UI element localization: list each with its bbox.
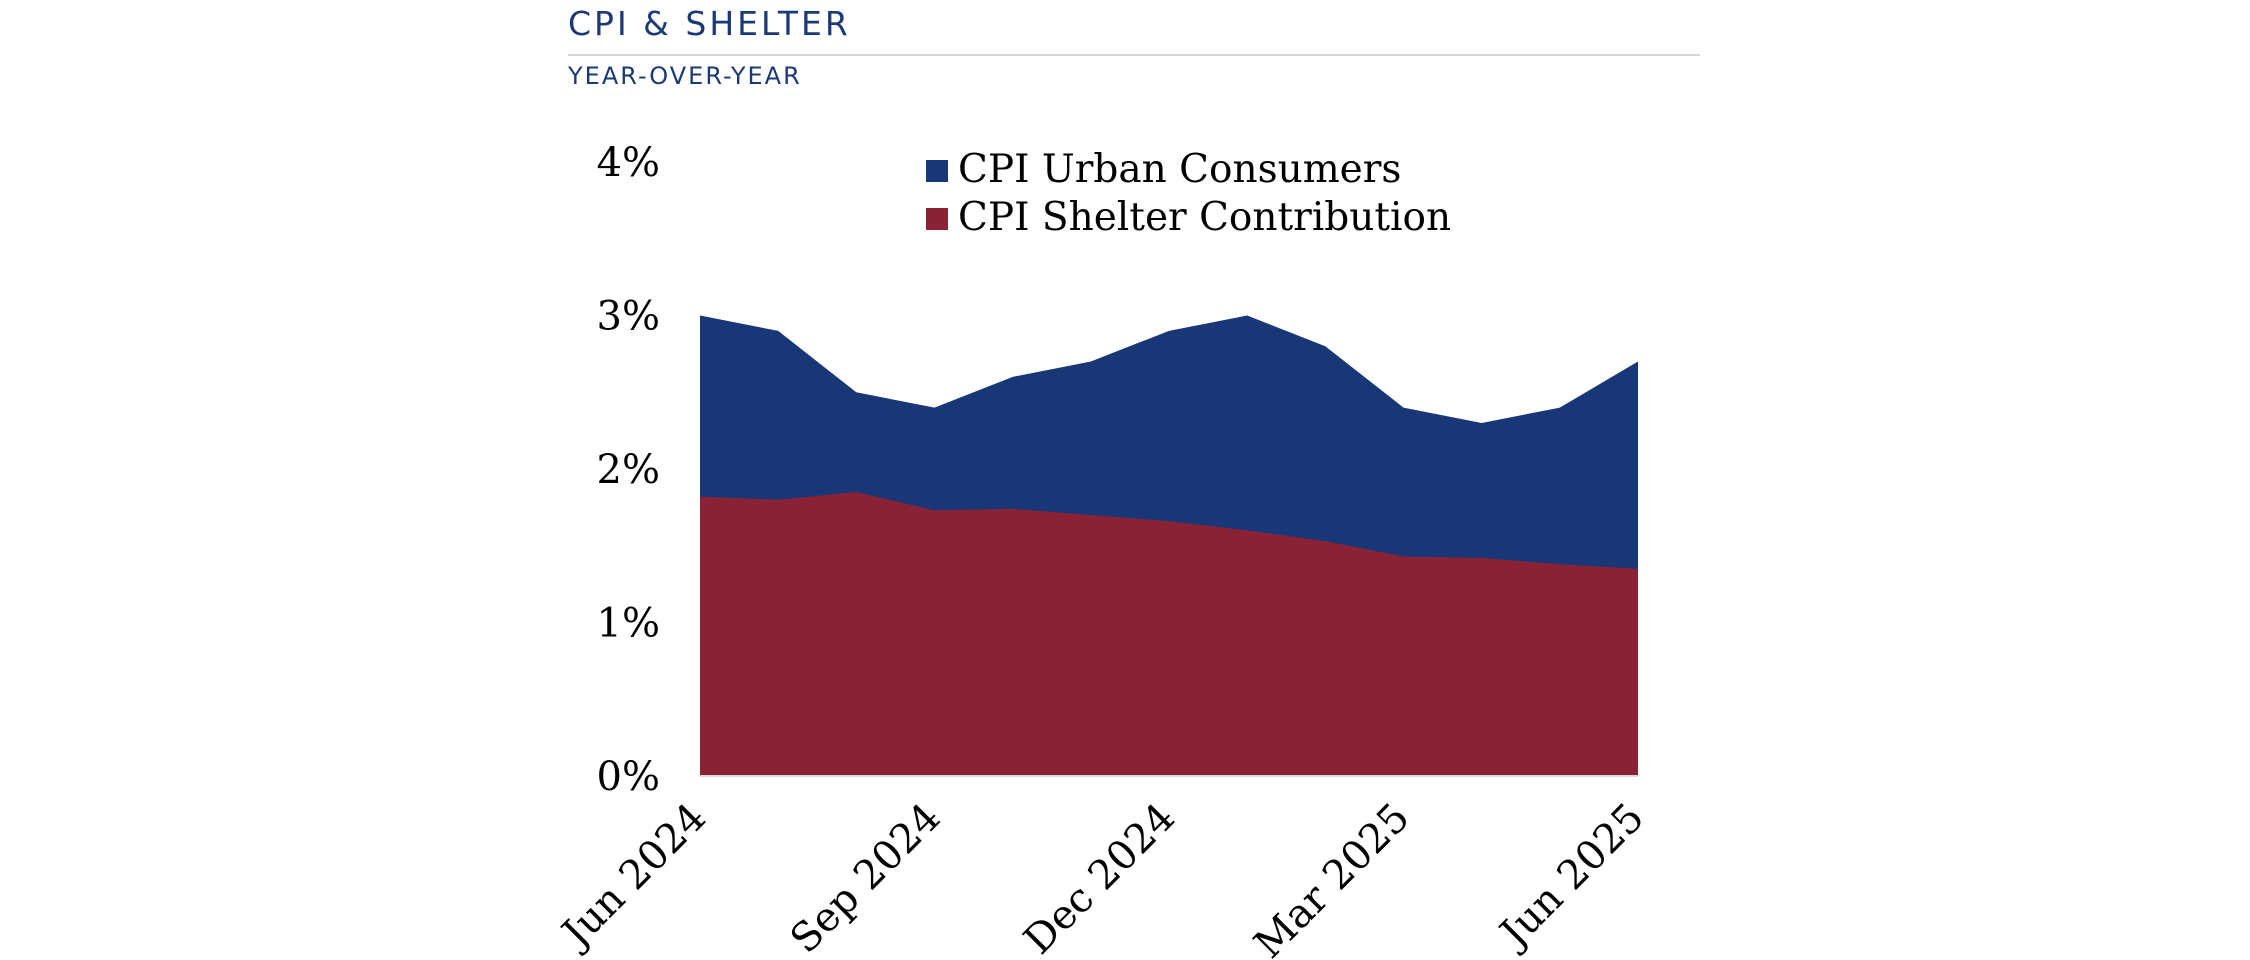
chart-title: CPI & SHELTER [568, 4, 851, 43]
title-divider [568, 54, 1700, 56]
y-axis-ticks: 0% 1% 2% 3% 4% [597, 140, 660, 800]
legend-label: CPI Shelter Contribution [958, 195, 1451, 240]
y-tick-label: 2% [597, 447, 660, 493]
y-tick-label: 3% [597, 294, 660, 340]
x-tick-label: Jun 2024 [551, 795, 715, 959]
legend-swatch-shelter [926, 208, 948, 230]
x-tick-label: Dec 2024 [1015, 795, 1184, 960]
y-tick-label: 1% [597, 601, 660, 647]
y-tick-label: 4% [597, 140, 660, 186]
x-tick-label: Sep 2024 [782, 795, 950, 960]
x-tick-label: Mar 2025 [1246, 795, 1419, 960]
x-axis-ticks: Jun 2024 Sep 2024 Dec 2024 Mar 2025 Jun 2025 [551, 795, 1653, 960]
y-tick-label: 0% [597, 754, 660, 800]
chart-subtitle: YEAR-OVER-YEAR [568, 62, 802, 90]
x-tick-label: Jun 2025 [1489, 795, 1653, 959]
legend-label: CPI Urban Consumers [958, 147, 1401, 192]
chart-areas [700, 315, 1638, 777]
cpi-shelter-contribution-area [700, 492, 1638, 776]
legend-swatch-cpi [926, 160, 948, 182]
